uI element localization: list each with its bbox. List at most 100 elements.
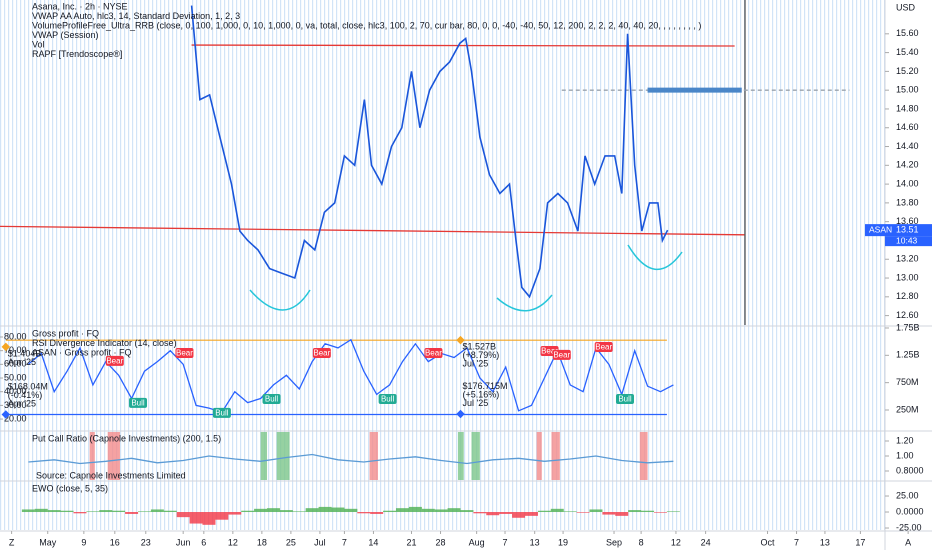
y-tick-label: 13.00 — [896, 272, 919, 282]
gross-profit-marker — [456, 409, 465, 419]
x-tick-label: 25 — [286, 537, 296, 547]
y-tick-label: 12.60 — [896, 310, 919, 320]
ewo-bar — [318, 506, 332, 513]
y2-tick-label: 1.75B — [896, 322, 920, 332]
x-tick-label: 6 — [201, 537, 206, 547]
ewo-bar — [73, 512, 87, 514]
last-price-label: 13.51 — [896, 225, 919, 235]
ewo-bar — [292, 511, 306, 513]
ewo-bar — [602, 512, 616, 515]
ewo-bar — [279, 510, 293, 513]
legend-line: Vol — [32, 39, 45, 49]
gross-profit-label: $168.04M — [8, 381, 48, 391]
ewo-bar — [563, 511, 577, 513]
series-line — [190, 5, 669, 299]
ewo-bar — [421, 508, 435, 513]
y-tick-label: 20.00 — [4, 413, 27, 423]
signal-badge — [312, 347, 331, 358]
series-line — [28, 453, 674, 465]
highlight — [107, 432, 120, 480]
y-tick-label: 14.40 — [896, 141, 919, 151]
x-tick-label: 24 — [701, 537, 711, 547]
highlight — [536, 432, 542, 480]
signal-label: Bear — [425, 349, 442, 358]
signal-badge — [615, 393, 634, 404]
legend-line: RSI Divergence Indicator (14, close) — [32, 338, 177, 348]
legend-line: Put Call Ratio (Capnole Investments) (20… — [32, 433, 221, 443]
arc — [249, 289, 311, 311]
x-tick-label: 7 — [503, 537, 508, 547]
ewo-bar — [241, 510, 255, 513]
signal-badge — [175, 347, 194, 358]
legend-line: Gross profit · FQ — [32, 328, 99, 338]
signal-label: Bear — [595, 343, 612, 352]
signal-label: Bear — [176, 349, 193, 358]
ewo-bar — [112, 510, 126, 513]
signal-label: Bull — [131, 399, 145, 408]
legend-line: VWAP AA Auto, hlc3, 14, Standard Deviati… — [32, 11, 240, 21]
signal-badge — [129, 397, 148, 408]
gross-profit-label: (-0.41%) — [8, 390, 43, 400]
highlight — [369, 432, 378, 480]
y-tick-label: 1.20 — [896, 435, 914, 445]
ewo-bar — [550, 508, 564, 513]
y-tick-label: 0.0000 — [896, 506, 924, 516]
gross-profit-label: $1.527B — [463, 342, 497, 352]
y-tick-label: 15.00 — [896, 85, 919, 95]
y-tick-label: 30.00 — [4, 400, 27, 410]
x-tick-label: Z — [9, 537, 15, 547]
signal-label: Bull — [215, 409, 229, 418]
gross-profit-label: (+5.16%) — [463, 389, 500, 399]
ewo-bar — [524, 512, 538, 516]
y-tick-label: 15.40 — [896, 47, 919, 57]
ewo-bar — [137, 511, 151, 513]
x-tick-label: Jul — [314, 537, 326, 547]
ewo-bar — [215, 512, 229, 520]
signal-badge — [105, 355, 124, 366]
ewo-bar — [357, 512, 371, 514]
ewo-bar — [447, 508, 461, 513]
ewo-bar — [615, 512, 629, 516]
y-tick-label: 12.80 — [896, 291, 919, 301]
signal-label: Bear — [541, 347, 558, 356]
y-tick-label: 13.20 — [896, 254, 919, 264]
y-tick-label: -25.00 — [896, 522, 922, 532]
highlight — [276, 432, 290, 480]
y-tick-label: 15.60 — [896, 28, 919, 38]
y2-tick-label: 1.25B — [896, 350, 920, 360]
highlight — [457, 432, 464, 480]
y-tick-label: 14.80 — [896, 103, 919, 113]
ewo-bar — [512, 512, 526, 518]
signal-badge — [212, 407, 231, 418]
signal-badge — [552, 349, 571, 360]
x-tick-label: 19 — [558, 537, 568, 547]
x-tick-label: 7 — [794, 537, 799, 547]
ewo-bar — [266, 508, 280, 513]
level-line — [0, 225, 745, 236]
signal-badge — [424, 347, 443, 358]
ewo-bar — [576, 512, 590, 513]
x-tick-label: 13 — [820, 537, 830, 547]
ewo-bar — [473, 512, 487, 514]
ewo-bar — [34, 508, 48, 513]
legend-line: ASAN · Gross profit · FQ — [32, 347, 132, 357]
signal-badge — [262, 393, 281, 404]
signal-label: Bear — [106, 357, 123, 366]
highlight — [551, 432, 560, 480]
ewo-bar — [666, 511, 680, 513]
x-tick-label: Aug — [469, 537, 485, 547]
x-tick-label: 18 — [257, 537, 267, 547]
ewo-bar — [408, 506, 422, 513]
countdown-label: 10:43 — [896, 235, 918, 245]
ewo-bar — [331, 507, 345, 513]
ewo-bar — [370, 512, 384, 514]
ewo-bar — [460, 510, 474, 513]
legend-line: RAPF [Trendoscope®] — [32, 49, 122, 59]
arc — [496, 294, 553, 312]
y-tick-label: 0.8000 — [896, 465, 924, 475]
signal-label: Bull — [618, 395, 632, 404]
legend-line: EWO (close, 5, 35) — [32, 483, 108, 493]
level-line — [191, 44, 735, 47]
source-note: Source: Capnole Investments Limited — [36, 470, 186, 480]
